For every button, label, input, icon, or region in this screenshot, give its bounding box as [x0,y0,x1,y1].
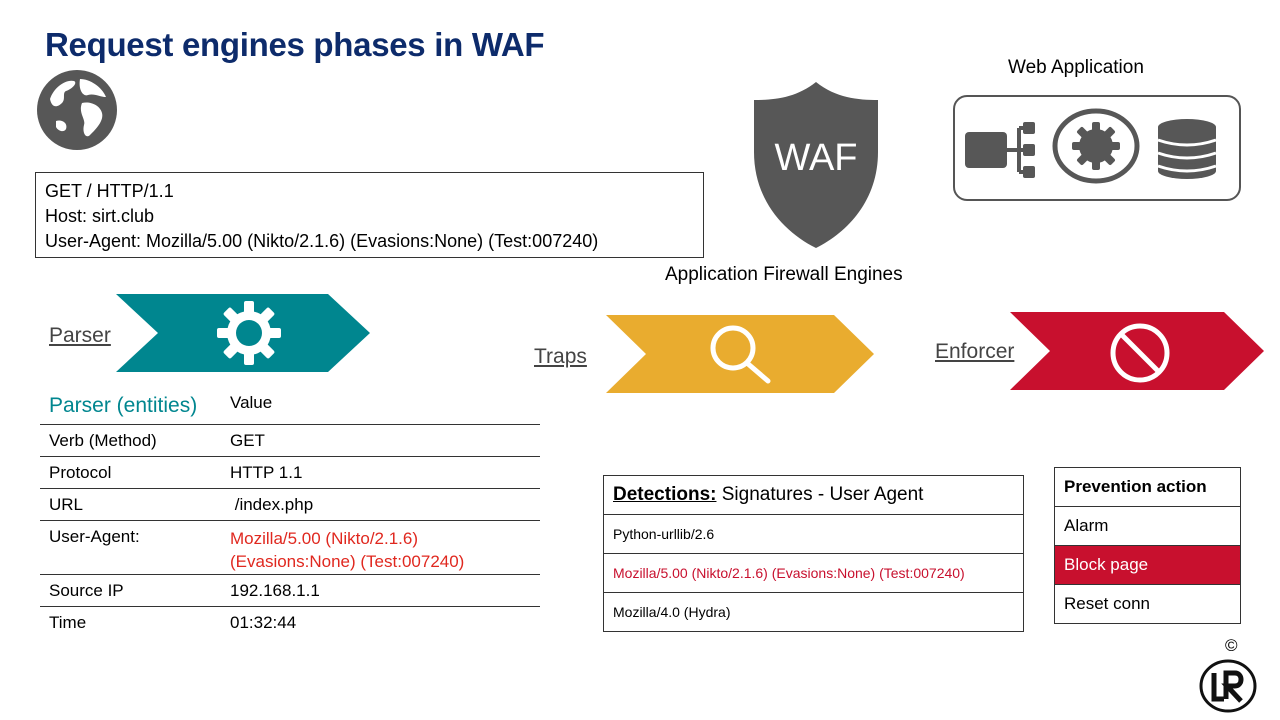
entity-cell: Source IP [40,573,221,606]
detections-header-rest: Signatures - User Agent [716,484,924,505]
phase-enforcer-label: Enforcer [935,340,1015,363]
detections-table: Detections: Signatures - User Agent Pyth… [603,475,1024,632]
parser-chevron [116,294,370,372]
waf-shield-text: WAF [774,137,857,179]
table-row: Reset conn [1054,584,1241,624]
table-row: Alarm [1054,506,1241,546]
table-row: Verb (Method) GET [40,423,540,456]
http-request-box: GET / HTTP/1.1 Host: sirt.club User-Agen… [35,172,704,258]
prevention-table: Prevention action Alarm Block page Reset… [1054,467,1241,624]
prevention-header-row: Prevention action [1055,468,1241,507]
phase-parser-label: Parser [49,324,111,347]
globe-icon [37,70,117,150]
detections-header: Detections: Signatures - User Agent [604,476,1024,515]
prevention-cell-selected: Block page [1054,545,1241,585]
waf-shield-icon: WAF [754,82,878,248]
page-title: Request engines phases in WAF [45,26,545,63]
table-row: Python-urllib/2.6 [603,514,1024,554]
gear-icon [1052,108,1140,184]
copyright-symbol: © [1225,636,1238,655]
value-cell: /index.php [221,487,540,520]
entity-cell: Protocol [40,455,221,488]
detections-header-row: Detections: Signatures - User Agent [604,476,1024,515]
table-row: Mozilla/5.00 (Nikto/2.1.6) (Evasions:Non… [603,553,1024,593]
table-row: Protocol HTTP 1.1 [40,455,540,488]
entity-cell: User-Agent: [40,519,221,574]
waf-caption: Application Firewall Engines [665,264,903,285]
entity-cell: URL [40,487,221,520]
database-icon [1157,119,1217,179]
enforcer-chevron [1010,312,1264,390]
prevention-cell: Reset conn [1054,584,1241,624]
table-row: URL /index.php [40,487,540,520]
value-cell: 192.168.1.1 [221,573,540,606]
traps-chevron [606,315,874,393]
block-icon [1110,323,1170,383]
value-cell: GET [221,423,540,456]
request-host: Host: sirt.club [45,206,155,226]
parser-entities-header: Parser (entities) [49,394,198,417]
parser-gear-icon [217,301,281,365]
request-user-agent: User-Agent: Mozilla/5.00 (Nikto/2.1.6) (… [45,231,599,251]
detections-header-prefix: Detections: [613,484,717,505]
table-row: User-Agent: Mozilla/5.00 (Nikto/2.1.6) (… [40,519,540,574]
phase-traps-label: Traps [534,345,587,368]
detection-cell: Python-urllib/2.6 [603,514,1024,554]
detection-cell: Mozilla/5.00 (Nikto/2.1.6) (Evasions:Non… [603,553,1024,593]
parser-table: Parser (entities) Value Verb (Method) GE… [40,392,540,638]
value-cell: 01:32:44 [221,605,540,638]
prevention-header: Prevention action [1064,477,1207,496]
request-line: GET / HTTP/1.1 [45,181,174,201]
value-cell: Mozilla/5.00 (Nikto/2.1.6) (Evasions:Non… [221,519,540,574]
prevention-cell: Alarm [1054,506,1241,546]
table-row: Block page [1054,545,1241,585]
table-row: Mozilla/4.0 (Hydra) [603,592,1024,632]
network-icon [965,122,1035,178]
detection-cell: Mozilla/4.0 (Hydra) [603,592,1024,632]
search-icon [710,325,771,384]
web-app-box [953,95,1241,201]
table-row: Time 01:32:44 [40,605,540,638]
value-cell: HTTP 1.1 [221,455,540,488]
parser-value-header: Value [230,393,273,412]
lr-logo [1199,659,1257,713]
entity-cell: Verb (Method) [40,423,221,456]
entity-cell: Time [40,605,221,638]
web-app-label: Web Application [1008,57,1144,78]
table-row: Source IP 192.168.1.1 [40,573,540,606]
